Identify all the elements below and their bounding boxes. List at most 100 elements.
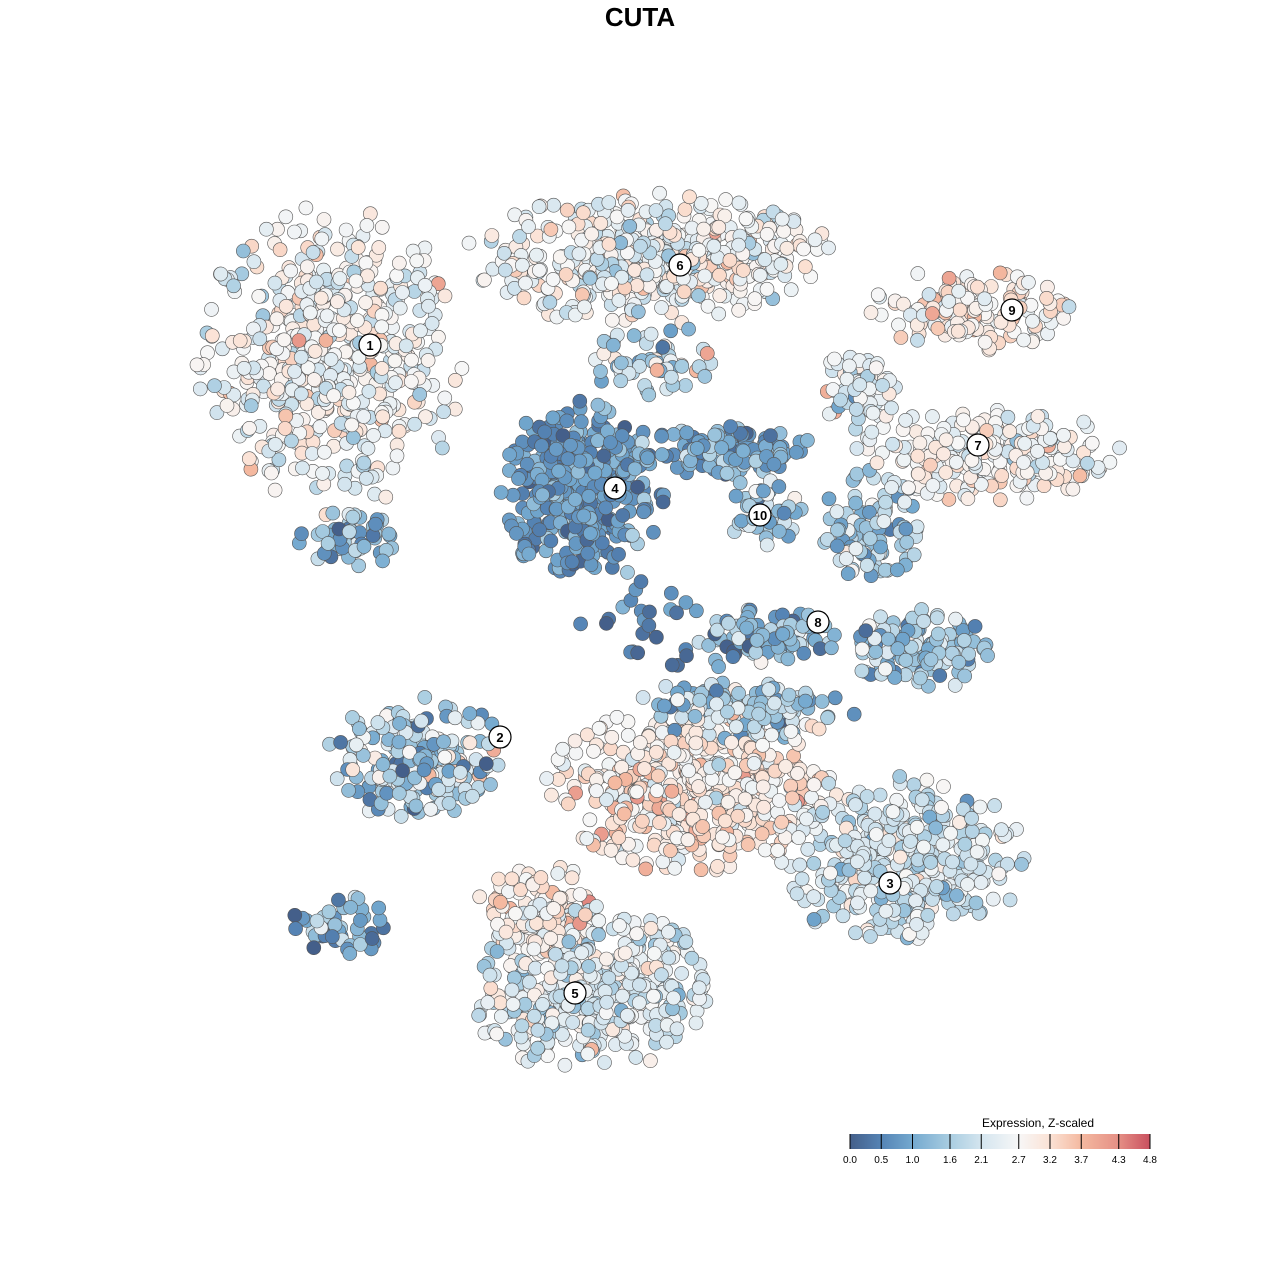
- data-point: [643, 1053, 658, 1068]
- data-point: [375, 409, 391, 425]
- data-point: [947, 678, 963, 693]
- data-point: [732, 475, 748, 491]
- data-point: [783, 724, 799, 739]
- data-point: [718, 192, 734, 207]
- data-point: [711, 219, 727, 235]
- data-point: [1002, 424, 1018, 439]
- data-point: [711, 757, 727, 772]
- data-point: [827, 627, 842, 643]
- data-point: [295, 460, 310, 476]
- data-point: [370, 715, 386, 730]
- data-point: [921, 287, 937, 302]
- data-point: [564, 554, 580, 570]
- data-point: [345, 762, 361, 777]
- data-point: [821, 240, 836, 256]
- data-point: [739, 620, 755, 636]
- cluster-label-text: 8: [814, 615, 821, 630]
- data-point: [535, 487, 550, 503]
- data-point: [604, 729, 620, 745]
- data-point: [791, 830, 806, 845]
- data-point: [236, 243, 251, 259]
- data-point: [462, 706, 478, 721]
- data-point: [910, 466, 926, 482]
- data-point: [372, 912, 388, 928]
- data-point: [738, 211, 754, 227]
- data-point: [613, 373, 629, 389]
- data-point: [678, 378, 693, 393]
- data-point: [278, 408, 294, 424]
- data-point: [579, 831, 595, 846]
- data-point: [332, 323, 347, 338]
- data-point: [800, 433, 815, 448]
- data-point: [968, 895, 984, 911]
- data-point: [437, 749, 453, 765]
- data-point: [506, 970, 522, 986]
- data-point: [684, 950, 700, 966]
- data-point: [204, 302, 219, 317]
- data-point: [591, 720, 607, 736]
- data-point: [531, 262, 547, 278]
- data-point: [529, 247, 544, 263]
- data-point: [848, 541, 864, 557]
- data-point: [580, 1046, 596, 1062]
- data-point: [508, 906, 523, 921]
- data-point: [916, 839, 932, 855]
- data-point: [692, 692, 708, 708]
- data-point: [858, 623, 874, 639]
- data-point: [598, 500, 614, 516]
- data-point: [581, 488, 597, 504]
- data-point: [688, 735, 704, 751]
- data-point: [930, 626, 946, 642]
- data-point: [533, 870, 549, 885]
- data-point: [889, 562, 905, 578]
- data-point: [680, 832, 696, 848]
- data-point: [395, 763, 410, 779]
- data-point: [909, 917, 924, 932]
- color-legend: Expression, Z-scaled 0.0 0.5 1.0 1.6 2.1 2.7 3…: [843, 1116, 1157, 1166]
- data-point: [545, 272, 561, 287]
- cluster-label-text: 6: [676, 258, 683, 273]
- data-point: [551, 463, 567, 479]
- data-point: [580, 1022, 596, 1038]
- data-point: [1021, 275, 1036, 290]
- data-point: [903, 834, 918, 849]
- data-point: [691, 779, 706, 794]
- data-point: [800, 841, 816, 857]
- data-point: [654, 300, 669, 315]
- data-point: [509, 526, 524, 541]
- data-point: [792, 857, 808, 873]
- data-point: [994, 822, 1009, 838]
- data-point: [648, 203, 664, 218]
- data-point: [330, 294, 345, 310]
- data-point: [1072, 468, 1088, 484]
- data-point: [977, 291, 992, 307]
- data-point: [938, 465, 954, 480]
- data-point: [454, 361, 470, 376]
- data-point: [914, 792, 930, 808]
- data-point: [580, 545, 596, 561]
- data-point: [898, 521, 914, 537]
- data-point: [885, 804, 901, 820]
- data-point: [631, 995, 647, 1011]
- data-point: [779, 241, 795, 256]
- data-point: [270, 381, 286, 397]
- data-point: [806, 777, 822, 793]
- data-point: [306, 372, 322, 387]
- data-point: [960, 491, 976, 506]
- cluster-label-6: 6: [668, 253, 692, 277]
- data-point: [896, 296, 911, 312]
- data-point: [379, 785, 395, 801]
- data-point: [544, 787, 559, 803]
- data-point: [865, 405, 881, 421]
- data-point: [304, 446, 320, 461]
- data-point: [1056, 427, 1071, 443]
- data-point: [890, 641, 906, 657]
- data-point: [829, 538, 845, 554]
- data-point: [416, 762, 432, 778]
- data-point: [535, 997, 550, 1012]
- data-point: [720, 794, 736, 810]
- data-point: [773, 256, 789, 272]
- data-point: [305, 245, 321, 260]
- data-point: [806, 856, 822, 871]
